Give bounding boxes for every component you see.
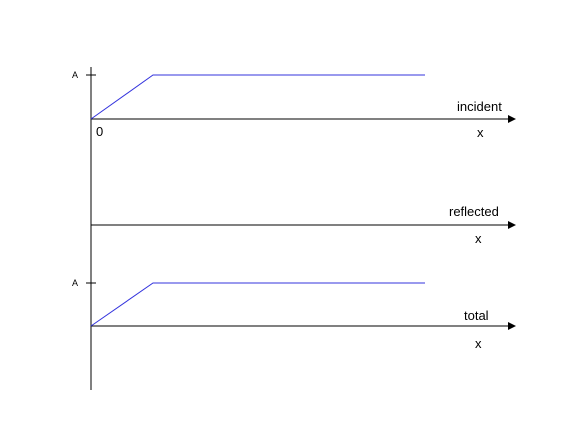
signal-incident xyxy=(90,74,425,120)
panel-total: A total x xyxy=(72,278,516,351)
panel-reflected: reflected x xyxy=(91,204,516,246)
amplitude-label-incident: A xyxy=(72,70,78,80)
panel-name-incident: incident xyxy=(457,99,502,114)
origin-label: 0 xyxy=(96,124,103,139)
x-label-reflected: x xyxy=(475,231,482,246)
panel-name-reflected: reflected xyxy=(449,204,499,219)
x-label-total: x xyxy=(475,336,482,351)
x-label-incident: x xyxy=(477,125,484,140)
signal-total xyxy=(90,282,425,327)
amplitude-label-total: A xyxy=(72,278,78,288)
panel-name-total: total xyxy=(464,308,489,323)
panel-incident: A 0 incident x xyxy=(72,70,516,140)
